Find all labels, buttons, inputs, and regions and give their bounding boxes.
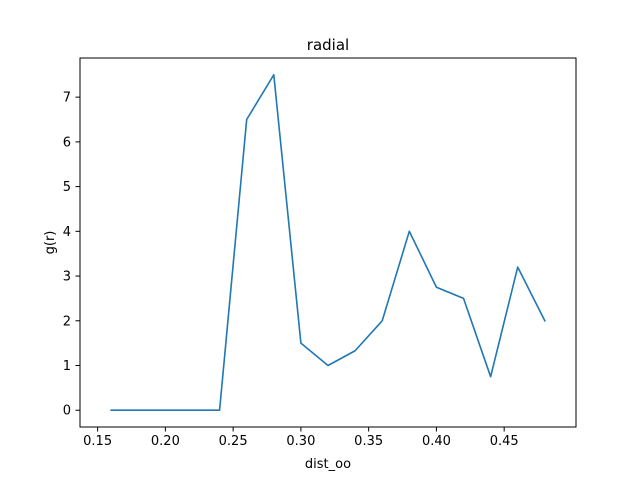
y-tick-label: 0 xyxy=(63,404,71,419)
data-point xyxy=(219,409,221,411)
y-axis-title: g(r) xyxy=(43,231,58,255)
plot-frame xyxy=(79,57,577,428)
data-point xyxy=(273,74,275,76)
y-tick-label: 5 xyxy=(63,180,71,195)
x-tick-label: 0.20 xyxy=(151,434,180,449)
y-tick-label: 1 xyxy=(63,359,71,374)
data-point xyxy=(463,298,465,300)
x-tick-label: 0.25 xyxy=(219,434,248,449)
x-tick-label: 0.40 xyxy=(422,434,451,449)
y-tick-label: 7 xyxy=(63,91,71,106)
data-point xyxy=(246,119,248,121)
data-point xyxy=(409,231,411,233)
data-point xyxy=(110,409,112,411)
data-point xyxy=(354,350,356,352)
x-tick-label: 0.30 xyxy=(286,434,315,449)
data-point xyxy=(300,342,302,344)
data-point xyxy=(327,365,329,367)
plot-area xyxy=(80,58,576,427)
data-point xyxy=(436,286,438,288)
y-tick-label: 3 xyxy=(63,270,71,285)
x-tick-label: 0.35 xyxy=(354,434,383,449)
data-point xyxy=(137,409,139,411)
data-point xyxy=(517,266,519,268)
x-axis-title: dist_oo xyxy=(305,457,351,472)
x-axis-ticks: 0.15 0.20 0.25 0.30 0.35 0.40 0.45 xyxy=(83,427,519,449)
y-tick-label: 6 xyxy=(63,135,71,150)
series-layer xyxy=(110,73,546,412)
x-tick-label: 0.15 xyxy=(83,434,112,449)
data-point xyxy=(544,320,546,322)
data-point xyxy=(490,376,492,378)
series-line xyxy=(110,73,546,412)
chart-title: radial xyxy=(307,36,349,54)
y-axis-ticks: 0 1 2 3 4 5 6 7 xyxy=(63,91,80,419)
data-point xyxy=(165,409,167,411)
y-tick-label: 2 xyxy=(63,314,71,329)
data-point xyxy=(192,409,194,411)
data-point xyxy=(381,320,383,322)
x-tick-label: 0.45 xyxy=(490,434,519,449)
y-tick-label: 4 xyxy=(63,225,71,240)
